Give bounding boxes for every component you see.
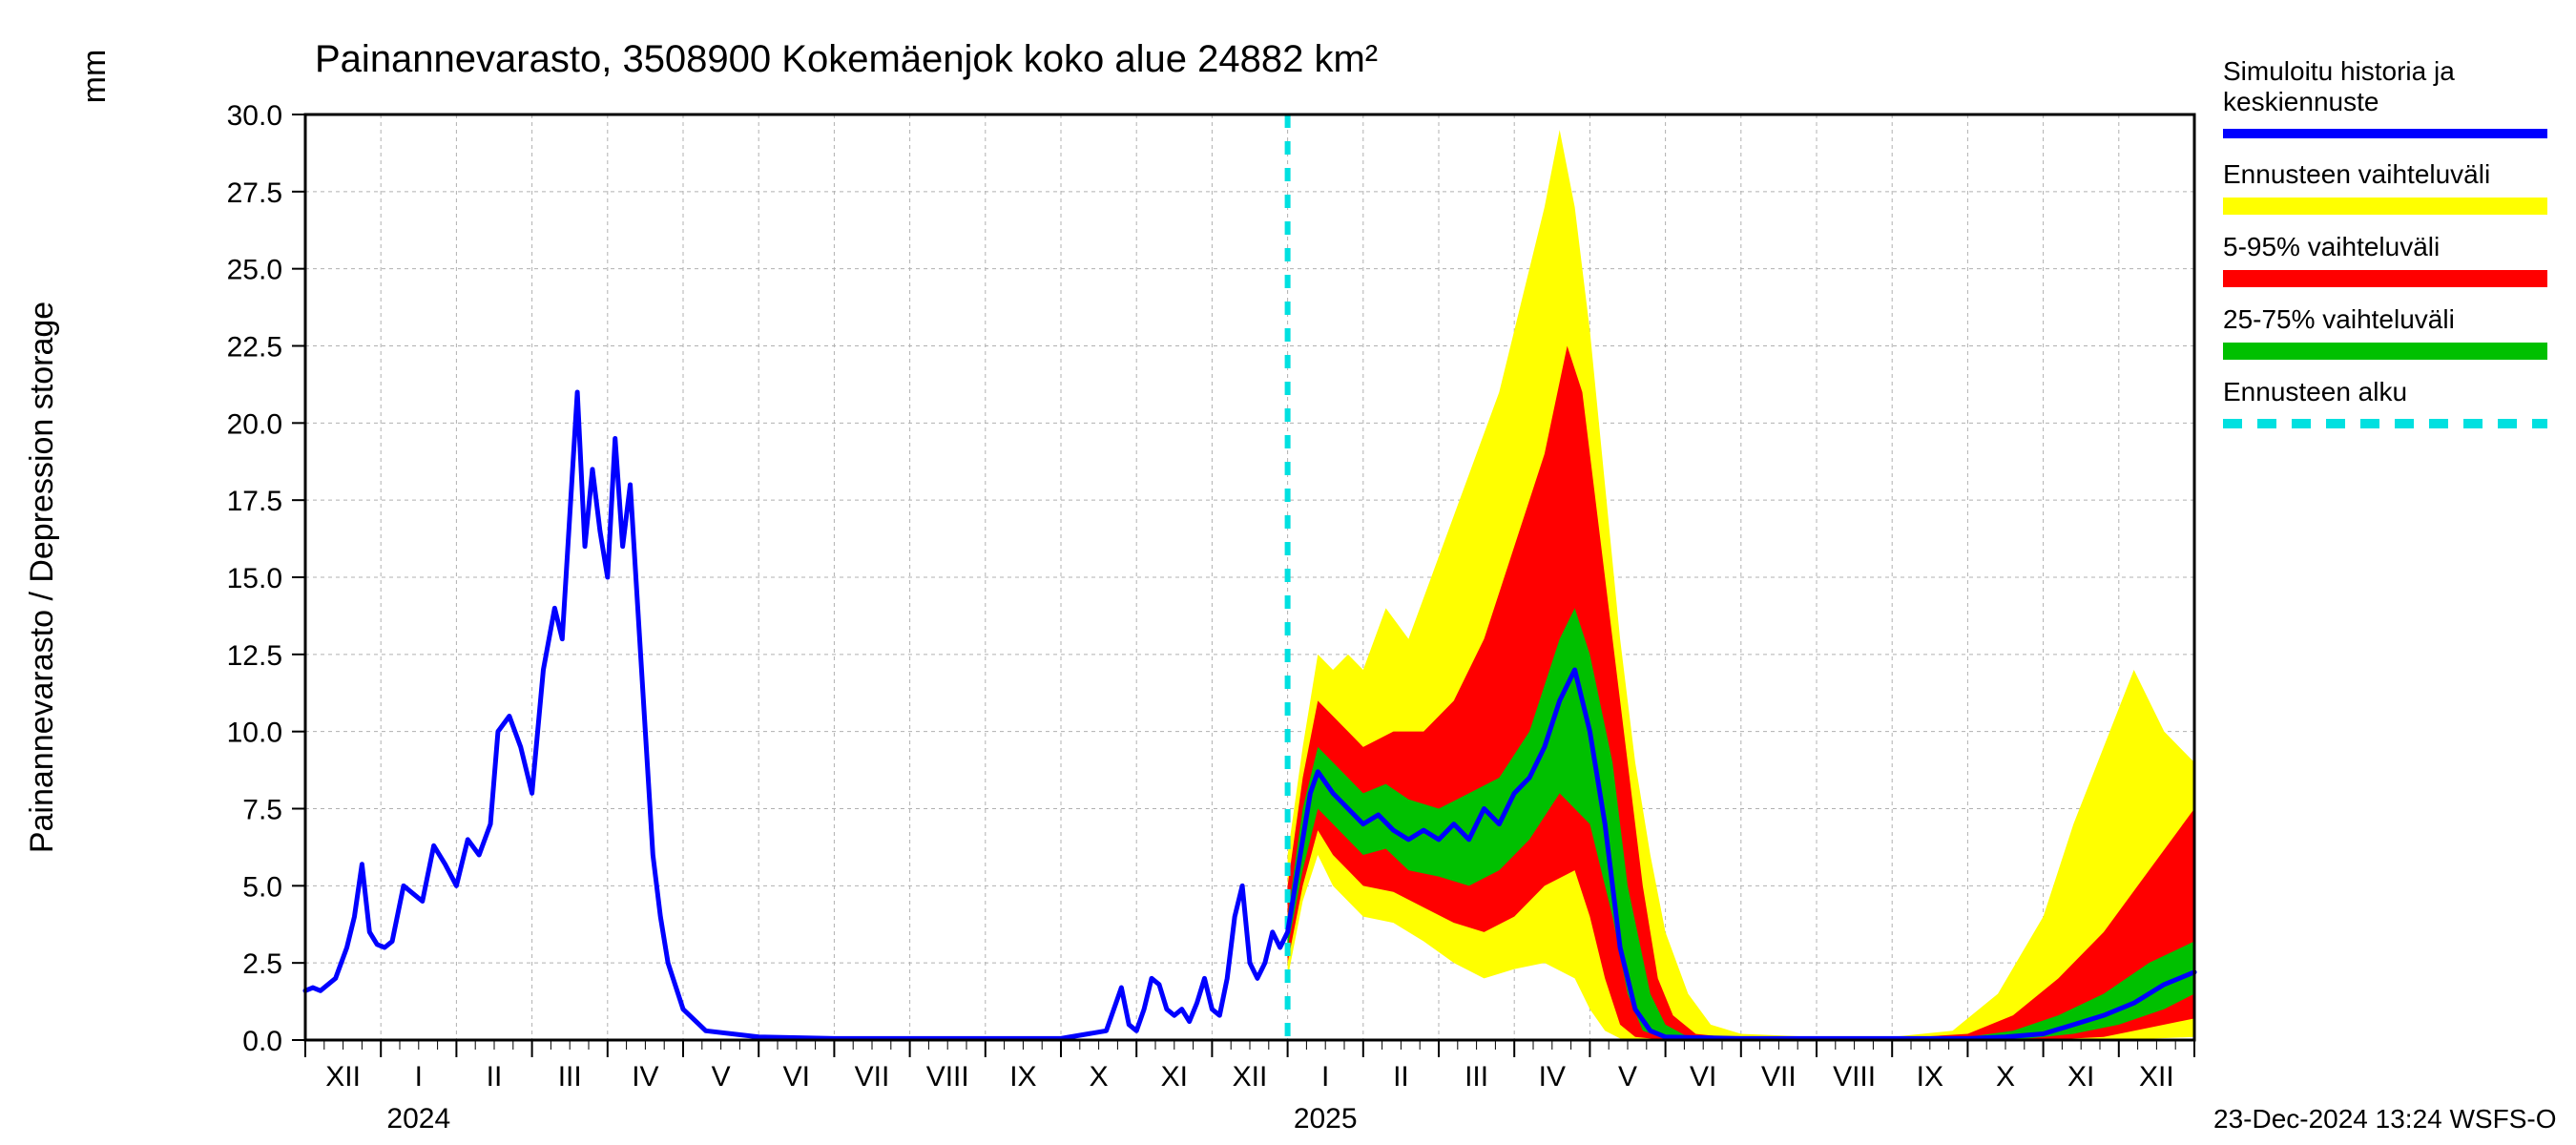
x-month-label: VI [783,1061,810,1093]
chart-footer: 23-Dec-2024 13:24 WSFS-O [2213,1104,2557,1134]
x-year-label: 2024 [386,1103,450,1135]
x-month-label: I [1321,1061,1329,1093]
legend-swatch [2223,343,2547,360]
legend-swatch [2223,270,2547,287]
legend-label: 5-95% vaihteluväli [2223,232,2440,261]
legend-swatch [2223,198,2547,215]
y-tick-label: 2.5 [242,948,282,980]
y-tick-label: 15.0 [227,563,282,594]
x-month-label: IV [632,1061,658,1093]
legend-label: Ennusteen alku [2223,377,2407,406]
chart-svg: 0.0 2.5 5.0 7.5 10.0 12.5 15.0 17.5 20.0 22.5 25.0… [0,0,2576,1145]
y-tick-label: 30.0 [227,100,282,132]
x-month-label: VII [1761,1061,1797,1093]
x-month-label: X [1996,1061,2015,1093]
y-unit-label: mm [76,50,113,104]
y-tick-label: 0.0 [242,1026,282,1057]
x-month-label: XII [2139,1061,2174,1093]
legend-label: keskiennuste [2223,87,2379,116]
x-month-label: II [487,1061,503,1093]
x-month-label: III [1465,1061,1488,1093]
x-month-label: XII [325,1061,361,1093]
x-year-label: 2025 [1294,1103,1358,1135]
x-month-label: IV [1539,1061,1566,1093]
y-axis-label: Painannevarasto / Depression storage [24,302,60,853]
x-month-label: VII [855,1061,890,1093]
y-tick-label: 5.0 [242,871,282,903]
x-month-label: I [415,1061,423,1093]
x-month-label: IX [1009,1061,1036,1093]
x-month-label: X [1090,1061,1109,1093]
y-tick-label: 22.5 [227,332,282,364]
legend-label: 25-75% vaihteluväli [2223,304,2455,334]
y-tick-label: 25.0 [227,255,282,286]
x-month-label: XI [2067,1061,2094,1093]
x-month-label: XII [1233,1061,1268,1093]
x-month-label: VIII [926,1061,969,1093]
x-month-label: VIII [1833,1061,1876,1093]
y-tick-label: 12.5 [227,640,282,672]
legend-label: Ennusteen vaihteluväli [2223,159,2490,189]
y-tick-label: 10.0 [227,718,282,749]
chart-title: Painannevarasto, 3508900 Kokemäenjok kok… [315,38,1378,80]
x-month-label: V [712,1061,731,1093]
chart-container: 0.0 2.5 5.0 7.5 10.0 12.5 15.0 17.5 20.0 22.5 25.0… [0,0,2576,1145]
y-tick-label: 7.5 [242,795,282,826]
x-month-label: V [1618,1061,1637,1093]
y-tick-label: 20.0 [227,408,282,440]
x-month-label: IX [1917,1061,1943,1093]
legend-label: Simuloitu historia ja [2223,56,2455,86]
y-tick-label: 17.5 [227,486,282,517]
x-month-label: II [1393,1061,1409,1093]
y-tick-label: 27.5 [227,177,282,209]
x-month-label: III [558,1061,582,1093]
x-month-label: XI [1161,1061,1188,1093]
x-month-label: VI [1690,1061,1716,1093]
